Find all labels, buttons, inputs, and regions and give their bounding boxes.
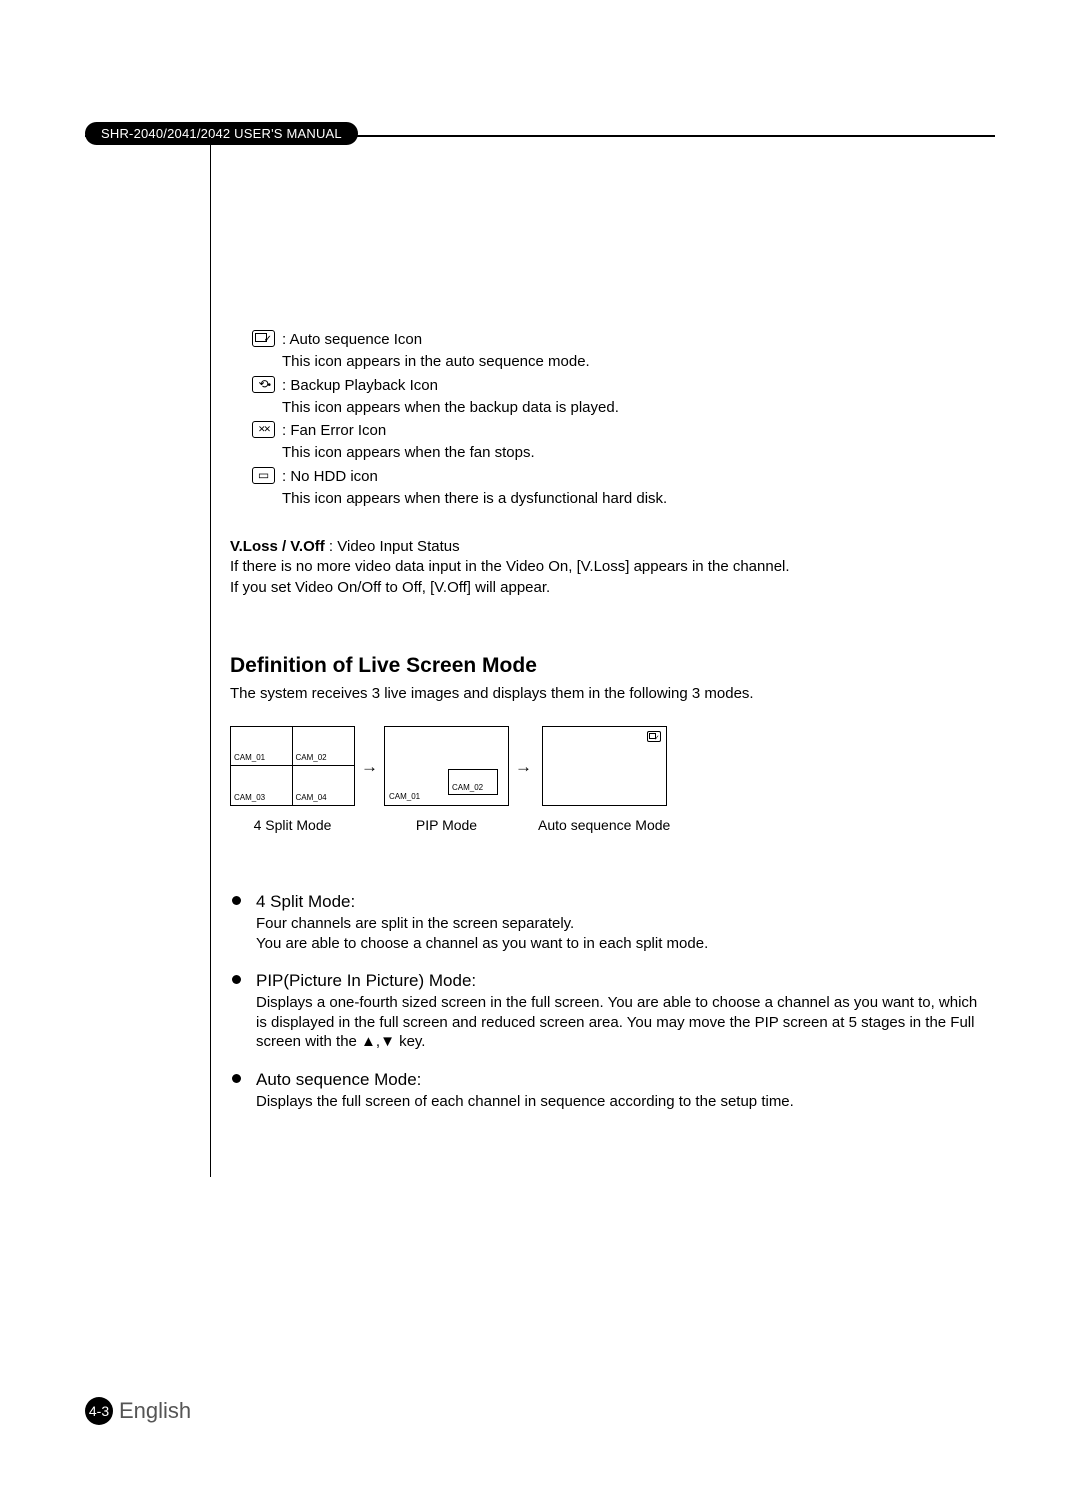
manual-title-pill: SHR-2040/2041/2042 USER'S MANUAL [85, 122, 358, 145]
icon-desc: This icon appears when the fan stops. [282, 443, 990, 463]
bullet-title: Auto sequence Mode: [256, 1069, 990, 1092]
icon-name: Backup Playback Icon [290, 377, 438, 394]
icon-legend: : Auto sequence Icon This icon appears i… [252, 330, 990, 509]
live-screen-section: Definition of Live Screen Mode The syste… [230, 652, 990, 1111]
autoseq-icon [647, 731, 661, 742]
diagram-caption: 4 Split Mode [254, 816, 332, 835]
icon-name: No HDD icon [290, 468, 378, 485]
bullet-title: PIP(Picture In Picture) Mode: [256, 970, 990, 993]
split-cell: CAM_03 [231, 766, 293, 805]
pip-main-label: CAM_01 [389, 792, 420, 803]
colon: : [282, 331, 290, 348]
bullet-autoseq-mode: Auto sequence Mode: Displays the full sc… [230, 1069, 990, 1111]
fan-error-icon [252, 421, 275, 438]
autoseq-icon [252, 330, 275, 347]
mode-bullets: 4 Split Mode: Four channels are split in… [230, 891, 990, 1111]
icon-name: Auto sequence Icon [290, 331, 423, 348]
bullet-pip-mode: PIP(Picture In Picture) Mode: Displays a… [230, 970, 990, 1051]
page-footer: 4-3 English [85, 1397, 191, 1425]
arrow-icon: → [509, 726, 538, 779]
bullet-body: You are able to choose a channel as you … [256, 934, 990, 954]
split-cell: CAM_04 [293, 766, 355, 805]
split-cell: CAM_01 [231, 727, 293, 766]
bullet-split-mode: 4 Split Mode: Four channels are split in… [230, 891, 990, 953]
split-cell: CAM_02 [293, 727, 355, 766]
bullet-title: 4 Split Mode: [256, 891, 990, 914]
diagram-autoseq: Auto sequence Mode [538, 726, 670, 835]
vloss-line2: If you set Video On/Off to Off, [V.Off] … [230, 578, 990, 598]
vloss-line1: If there is no more video data input in … [230, 557, 990, 577]
page-number-badge: 4-3 [85, 1397, 113, 1425]
icon-row-backup: : Backup Playback Icon [252, 376, 990, 396]
mode-diagram-row: CAM_01 CAM_02 CAM_03 CAM_04 4 Split Mode… [230, 726, 990, 835]
pip-small-box: CAM_02 [448, 769, 498, 795]
arrow-icon: → [355, 726, 384, 779]
diagram-pip: CAM_01 CAM_02 PIP Mode [384, 726, 509, 835]
icon-row-fan: : Fan Error Icon [252, 421, 990, 441]
vloss-section: V.Loss / V.Off : Video Input Status If t… [230, 537, 990, 598]
icon-desc: This icon appears when there is a dysfun… [282, 489, 990, 509]
diagram-caption: PIP Mode [416, 816, 477, 835]
footer-language: English [119, 1398, 191, 1424]
icon-desc: This icon appears in the auto sequence m… [282, 352, 990, 372]
bullet-body: Four channels are split in the screen se… [256, 914, 990, 934]
backup-playback-icon [252, 376, 275, 393]
icon-desc: This icon appears when the backup data i… [282, 398, 990, 418]
icon-row-nohdd: : No HDD icon [252, 467, 990, 487]
diagram-caption: Auto sequence Mode [538, 816, 670, 835]
page-content: : Auto sequence Icon This icon appears i… [230, 330, 990, 1128]
icon-row-autoseq: : Auto sequence Icon [252, 330, 990, 350]
vertical-separator [210, 137, 211, 1177]
bullet-body: Displays the full screen of each channel… [256, 1092, 990, 1112]
section-intro: The system receives 3 live images and di… [230, 684, 990, 704]
diagram-split: CAM_01 CAM_02 CAM_03 CAM_04 4 Split Mode [230, 726, 355, 835]
vloss-label: V.Loss / V.Off [230, 538, 325, 555]
bullet-body: Displays a one-fourth sized screen in th… [256, 993, 990, 1052]
vloss-after: : Video Input Status [325, 538, 460, 555]
no-hdd-icon [252, 467, 275, 484]
section-heading: Definition of Live Screen Mode [230, 652, 990, 680]
icon-name: Fan Error Icon [290, 422, 386, 439]
